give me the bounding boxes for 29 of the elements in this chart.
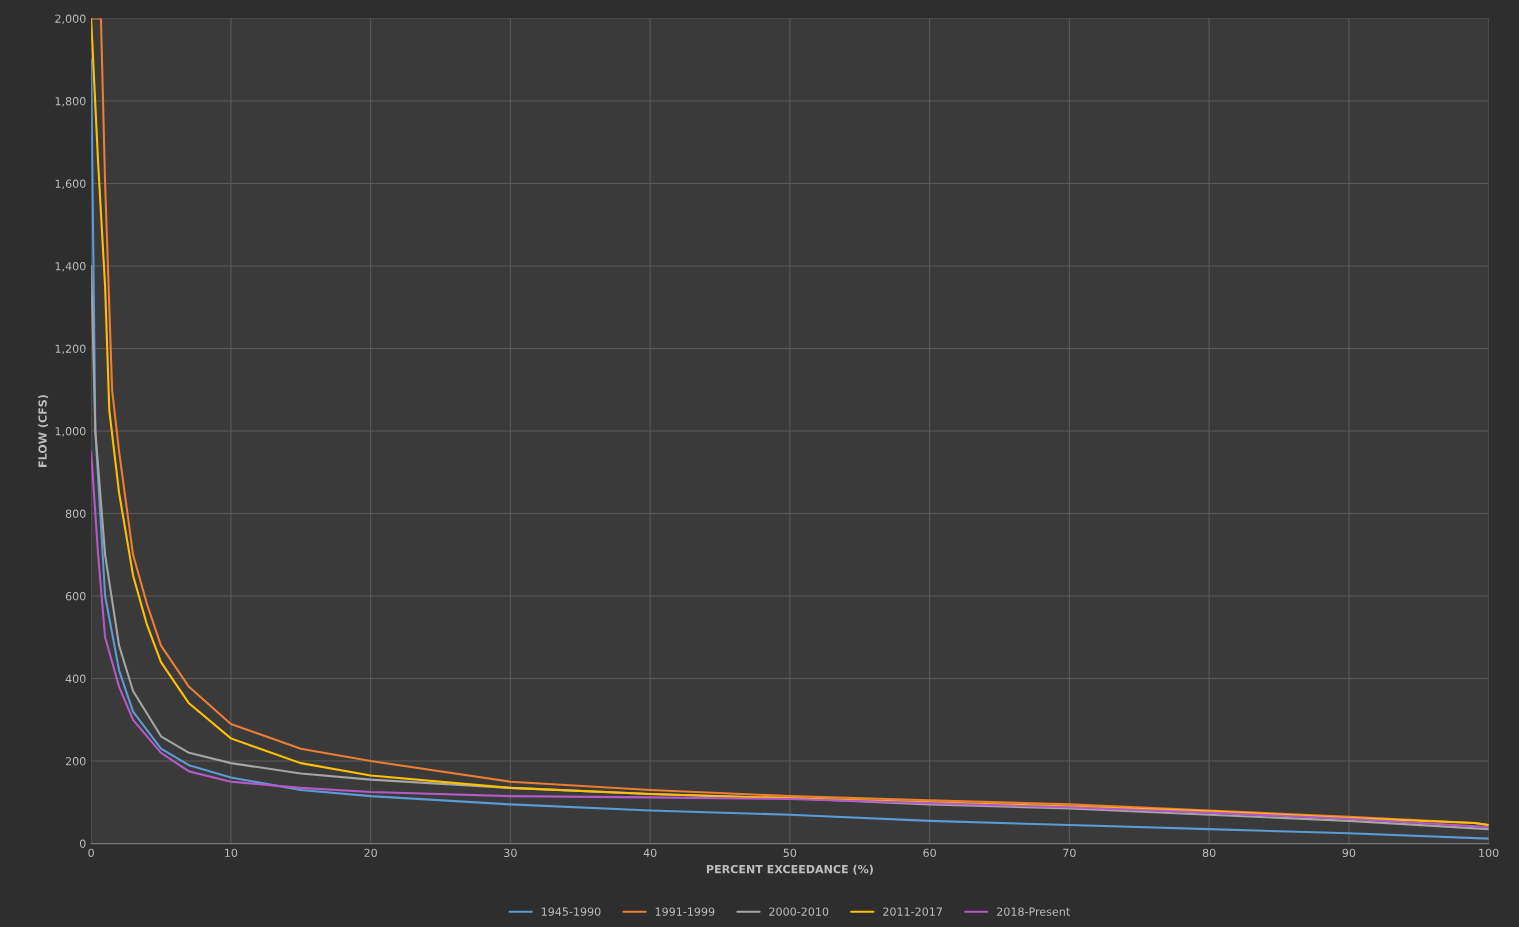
y-tick-label: 0: [79, 839, 86, 848]
y-tick-label: 200: [65, 757, 86, 766]
y-tick-label: 1,400: [55, 262, 86, 272]
y-tick-label: 1,200: [55, 344, 86, 355]
x-tick-label: 10: [225, 848, 238, 858]
y-tick-label: 1,600: [55, 179, 86, 190]
x-tick-label: 20: [364, 848, 377, 858]
x-tick-label: 60: [923, 848, 936, 858]
y-tick-label: 1,000: [55, 427, 86, 437]
legend-label: 2000-2010: [769, 907, 829, 916]
legend-label: 1945-1990: [541, 907, 601, 916]
legend-label: 2018-Present: [997, 907, 1070, 916]
x-axis-title: PERCENT EXCEEDANCE (%): [706, 864, 873, 875]
y-tick-label: 2,000: [55, 14, 86, 25]
y-axis-title: FLOW (CFS): [38, 395, 49, 467]
y-tick-label: 800: [65, 509, 86, 518]
legend-label: 1991-1999: [655, 907, 715, 916]
y-tick-label: 1,800: [55, 97, 86, 107]
y-tick-label: 600: [65, 592, 86, 601]
x-tick-label: 70: [1063, 848, 1076, 858]
x-tick-label: 0: [88, 848, 94, 858]
x-tick-label: 80: [1202, 848, 1216, 858]
x-tick-label: 100: [1479, 848, 1499, 858]
y-tick-label: 400: [65, 674, 86, 683]
x-tick-label: 50: [783, 848, 797, 858]
x-tick-label: 90: [1342, 848, 1356, 858]
legend-label: 2011-2017: [883, 907, 942, 916]
x-tick-label: 40: [643, 848, 657, 858]
x-tick-label: 30: [504, 848, 517, 858]
